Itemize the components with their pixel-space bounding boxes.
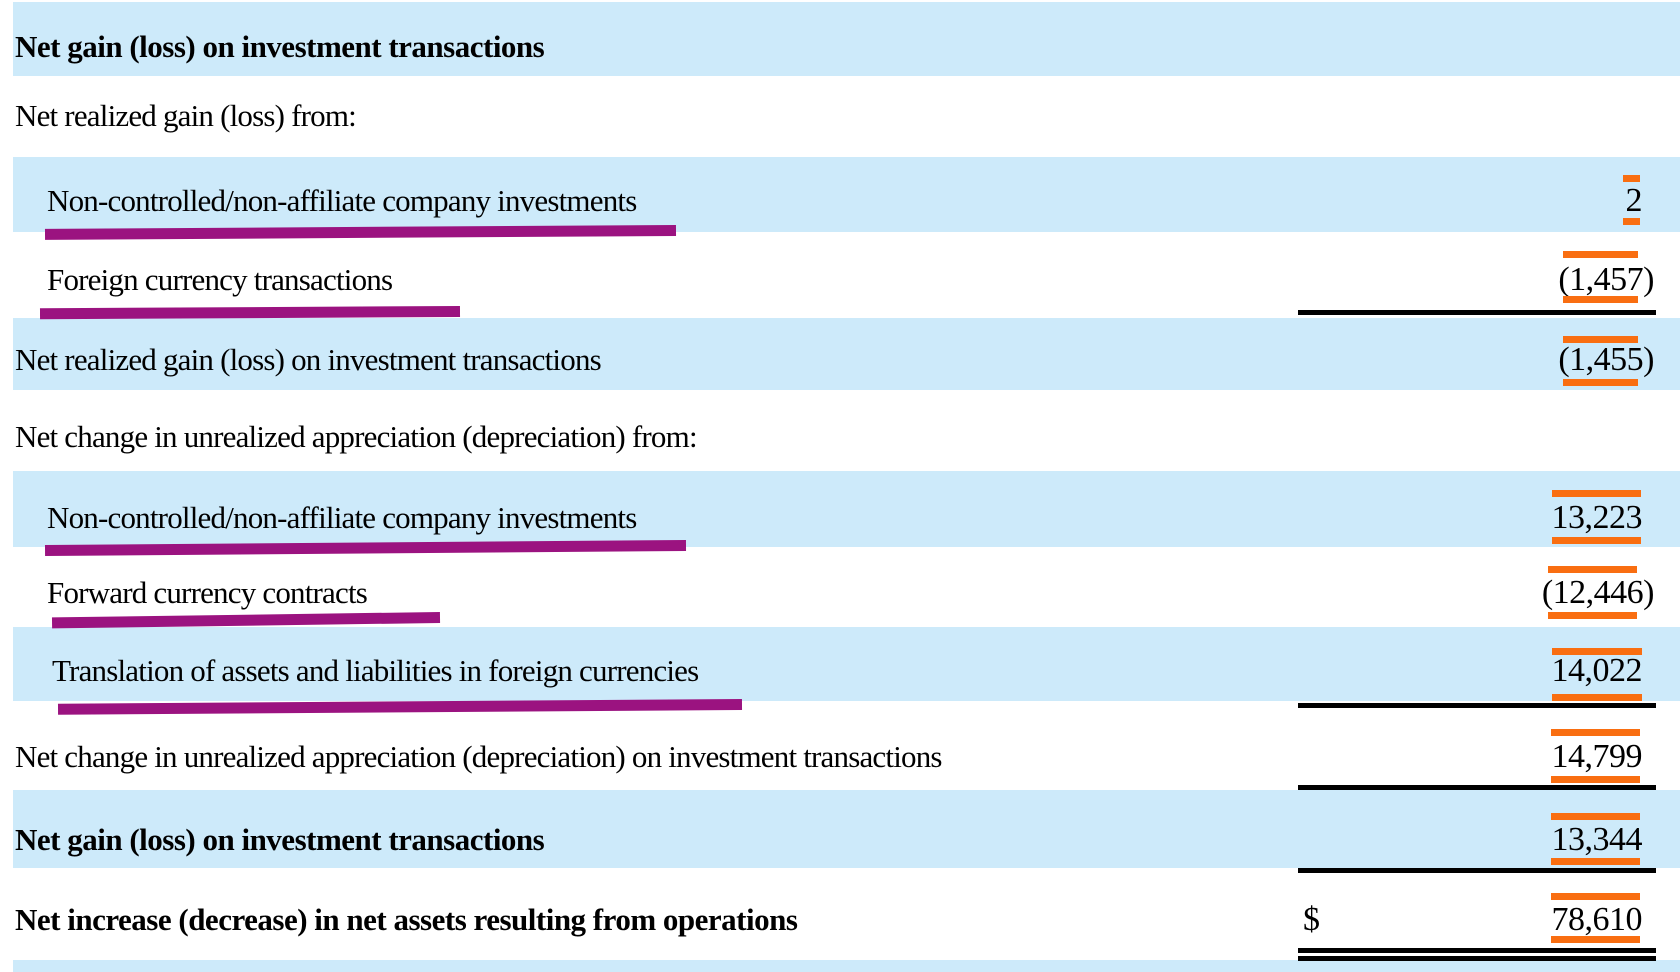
orange-highlight-mark-above: [1563, 336, 1638, 343]
orange-highlight-mark-above: [1551, 729, 1640, 736]
value-net-change-unrealized-total: 14,799: [1551, 738, 1643, 775]
row-label-net-increase-operations: Net increase (decrease) in net assets re…: [15, 902, 798, 937]
row-highlight-band: [13, 627, 1680, 701]
value-net-realized-total: (1,455): [1558, 341, 1654, 378]
row-highlight-band: [13, 960, 1680, 972]
subtotal-rule: [1298, 868, 1656, 873]
orange-highlight-mark-above: [1563, 251, 1638, 258]
orange-highlight-mark-above: [1548, 566, 1637, 573]
orange-highlight-mark-below: [1551, 936, 1640, 943]
subtotal-rule: [1298, 310, 1656, 315]
orange-highlight-mark-below: [1552, 537, 1641, 544]
value-net-increase-operations: 78,610: [1551, 901, 1643, 938]
row-highlight-band: [13, 471, 1680, 547]
dollar-sign: $: [1303, 901, 1320, 938]
row-label-translation-foreign-currencies: Translation of assets and liabilities in…: [52, 653, 699, 688]
orange-highlight-mark-below: [1551, 858, 1640, 865]
purple-underline-annotation: [39, 306, 461, 320]
row-label-net-gain-loss-total: Net gain (loss) on investment transactio…: [15, 822, 545, 857]
row-highlight-band: [13, 2, 1680, 76]
row-label-net-change-unrealized-total: Net change in unrealized appreciation (d…: [15, 739, 942, 774]
row-highlight-band: [13, 157, 1680, 232]
row-label-net-change-unrealized-from: Net change in unrealized appreciation (d…: [15, 419, 698, 454]
row-label-net-gain-loss-header: Net gain (loss) on investment transactio…: [15, 29, 545, 64]
orange-highlight-mark-below: [1548, 612, 1637, 619]
subtotal-rule: [1298, 703, 1656, 708]
orange-highlight-mark-below: [1563, 296, 1638, 303]
row-label-forward-currency-contracts: Forward currency contracts: [47, 575, 368, 610]
row-label-non-controlled-realized: Non-controlled/non-affiliate company inv…: [47, 183, 637, 218]
orange-highlight-mark-below: [1623, 218, 1640, 225]
purple-underline-annotation: [57, 699, 743, 715]
value-foreign-currency-transactions: (1,457): [1558, 261, 1654, 298]
orange-highlight-mark-above: [1552, 648, 1642, 655]
value-forward-currency-contracts: (12,446): [1541, 574, 1655, 611]
orange-highlight-mark-above: [1551, 813, 1640, 820]
value-non-controlled-unrealized: 13,223: [1551, 499, 1643, 536]
value-net-gain-loss-total: 13,344: [1551, 821, 1643, 858]
value-non-controlled-realized: 2: [1625, 182, 1643, 219]
row-highlight-band: [13, 790, 1680, 868]
row-label-foreign-currency-transactions: Foreign currency transactions: [47, 262, 393, 297]
value-translation-foreign-currencies: 14,022: [1551, 652, 1643, 689]
row-label-net-realized-from: Net realized gain (loss) from:: [15, 98, 357, 133]
orange-highlight-mark-above: [1623, 175, 1640, 182]
grand-total-rule-bottom: [1298, 956, 1656, 961]
orange-highlight-mark-below: [1563, 379, 1638, 386]
subtotal-rule: [1298, 785, 1656, 790]
row-label-non-controlled-unrealized: Non-controlled/non-affiliate company inv…: [47, 500, 637, 535]
orange-highlight-mark-below: [1551, 776, 1640, 783]
grand-total-rule-top: [1298, 948, 1656, 953]
orange-highlight-mark-below: [1552, 694, 1642, 701]
orange-highlight-mark-above: [1552, 490, 1641, 497]
row-highlight-band: [13, 318, 1680, 390]
orange-highlight-mark-above: [1551, 893, 1640, 900]
row-label-net-realized-total: Net realized gain (loss) on investment t…: [15, 342, 602, 377]
